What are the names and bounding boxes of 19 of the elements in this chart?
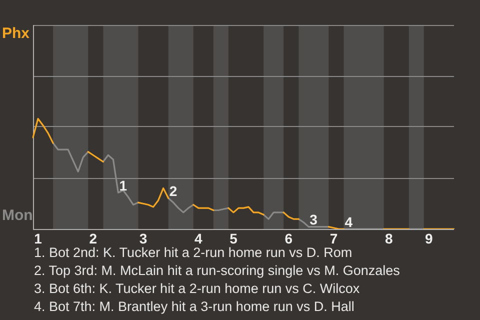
x-tick-label: 5: [230, 230, 238, 246]
text: 1. Bot 2nd: K. Tucker hit a 2-run home run vs D. Rom: [34, 245, 352, 260]
x-tick-label: 2: [89, 230, 98, 246]
annotation: 2: [169, 182, 178, 199]
x-tick-label: 3: [139, 230, 148, 246]
x-tick-label: 4: [194, 230, 202, 246]
x-tick-label: 9: [425, 230, 434, 246]
x-tick-label: 1: [34, 230, 42, 246]
annotation: 1: [119, 177, 128, 194]
x-tick-label: 8: [384, 230, 393, 246]
text: 2. Top 3rd: M. McLain hit a run-scoring single vs M. Gonzales: [34, 262, 400, 280]
text: 4. Bot 7th: M. Brantley hit a 3-run home run vs D. Hall: [34, 298, 356, 316]
text: 3. Bot 6th: K. Tucker hit a 2-run home run vs C. Wilcox: [34, 280, 361, 298]
annotation: 4: [344, 214, 353, 230]
text: Mon: [2, 207, 33, 224]
text: Phx: [2, 25, 30, 42]
x-tick-label: 7: [330, 230, 338, 246]
annotation: 3: [310, 212, 318, 228]
x-tick-label: 6: [284, 230, 293, 246]
